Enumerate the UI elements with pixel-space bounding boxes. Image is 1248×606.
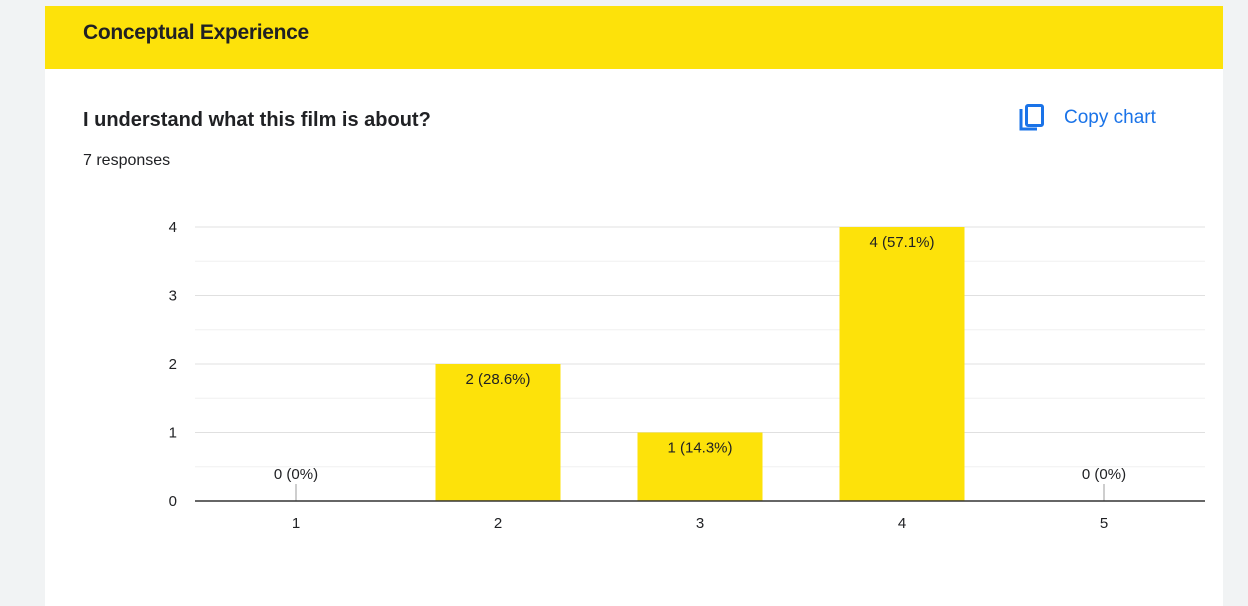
bar (637, 432, 763, 501)
x-tick-label: 2 (494, 515, 502, 532)
y-tick-label: 3 (169, 288, 177, 305)
x-tick-label: 4 (898, 515, 906, 532)
y-tick-label: 2 (169, 356, 177, 373)
y-tick-label: 4 (169, 219, 177, 236)
bar-data-label: 4 (57.1%) (869, 234, 934, 251)
bar (839, 227, 965, 501)
y-tick-label: 0 (169, 493, 177, 510)
copy-chart-label: Copy chart (1064, 107, 1156, 128)
x-tick-label: 1 (292, 515, 300, 532)
x-tick-label: 5 (1100, 515, 1108, 532)
copy-chart-button[interactable]: Copy chart (1018, 100, 1156, 136)
bar-data-label: 0 (0%) (274, 466, 318, 483)
bar (435, 364, 561, 501)
chart-card: Conceptual Experience I understand what … (45, 6, 1223, 606)
bar-data-label: 1 (14.3%) (667, 440, 732, 457)
section-header: Conceptual Experience (45, 6, 1223, 69)
question-title: I understand what this film is about? (83, 109, 431, 131)
response-count: 7 responses (83, 152, 171, 169)
x-tick-label: 3 (696, 515, 704, 532)
y-tick-label: 1 (169, 425, 177, 442)
section-title: Conceptual Experience (83, 21, 309, 44)
copy-icon (1019, 104, 1044, 131)
bar-chart: 0 1 2 3 4 0 (0%) 1 2 (28.6%) 2 1 (14.3%) 3 4 (57.1%… (169, 219, 1205, 532)
bar-data-label: 2 (28.6%) (465, 371, 530, 388)
bar-data-label: 0 (0%) (1082, 466, 1126, 483)
